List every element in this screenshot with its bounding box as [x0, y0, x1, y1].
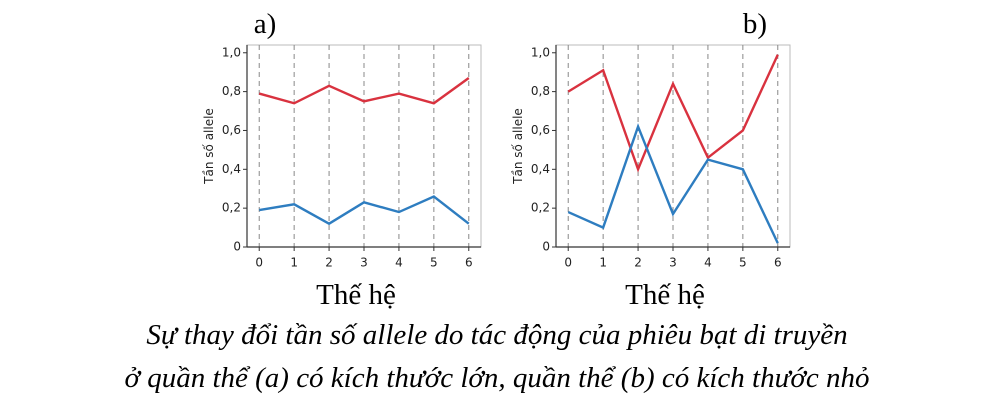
y-tick-label: 1,0 [531, 45, 550, 59]
x-tick-label: 6 [465, 256, 473, 270]
y-tick-label: 1,0 [222, 45, 241, 59]
x-tick-label: 5 [430, 256, 438, 270]
y-axis-label: Tần số allele [202, 108, 216, 185]
x-tick-label: 2 [325, 256, 333, 270]
x-tick-label: 6 [774, 256, 782, 270]
caption-line: Sự thay đổi tần số allele do tác động củ… [146, 319, 847, 351]
x-axis-label: Thế hệ [316, 279, 396, 311]
data-line [567, 123, 779, 244]
y-tick-label: 0,6 [222, 123, 241, 137]
y-tick-label: 0 [233, 240, 241, 254]
caption-line: ở quần thể (a) có kích thước lớn, quần t… [124, 362, 869, 394]
x-tick-label: 4 [395, 256, 403, 270]
x-tick-label: 2 [634, 256, 642, 270]
x-tick-label: 3 [669, 256, 677, 270]
chart-title: b) [743, 8, 767, 40]
x-axis-label: Thế hệ [625, 279, 705, 311]
chart-title: a) [254, 8, 277, 40]
y-tick-label: 0,2 [222, 201, 241, 215]
x-tick-label: 3 [360, 256, 368, 270]
x-tick-label: 0 [255, 256, 263, 270]
data-line [258, 77, 470, 105]
data-line [567, 54, 779, 173]
y-tick-label: 0,6 [531, 123, 550, 137]
data-line [259, 195, 470, 226]
x-tick-label: 5 [739, 256, 747, 270]
y-tick-label: 0 [542, 240, 550, 254]
x-tick-label: 1 [599, 256, 607, 270]
y-tick-label: 0,8 [531, 84, 550, 98]
y-tick-label: 0,4 [222, 162, 241, 176]
y-tick-label: 0,4 [531, 162, 550, 176]
x-tick-label: 4 [704, 256, 712, 270]
y-tick-label: 0,2 [531, 201, 550, 215]
x-tick-label: 0 [564, 256, 572, 270]
y-axis-label: Tần số allele [511, 108, 525, 185]
x-tick-label: 1 [290, 256, 298, 270]
y-tick-label: 0,8 [222, 84, 241, 98]
